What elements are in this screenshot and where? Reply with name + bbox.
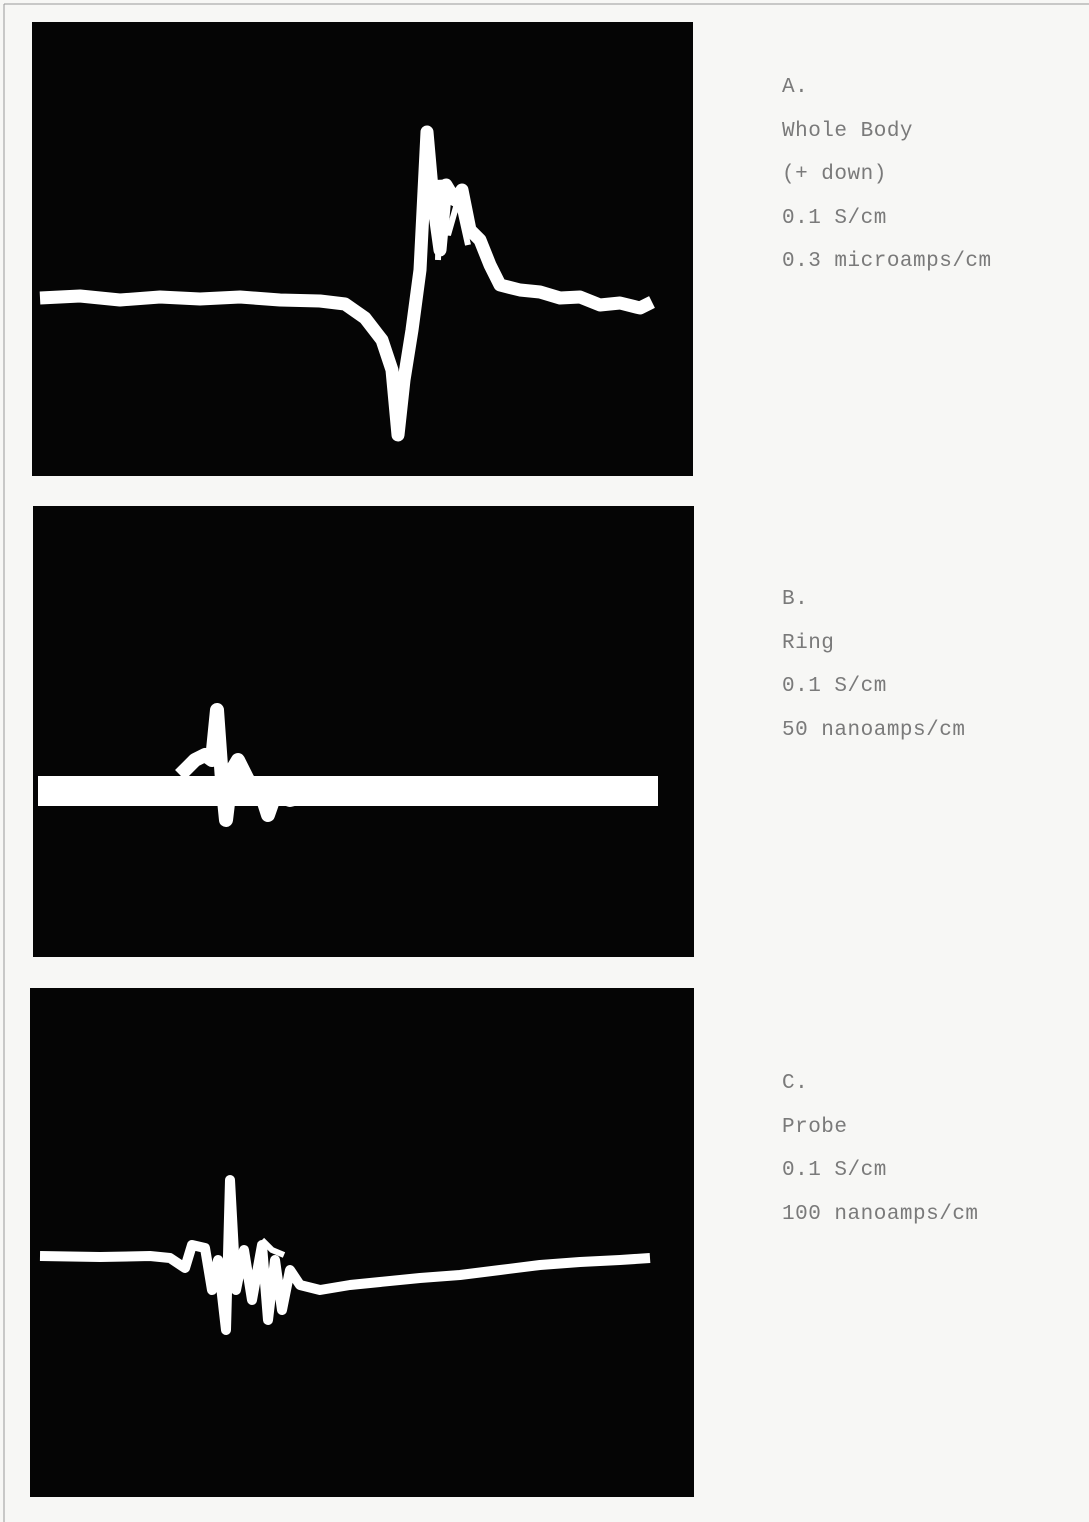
trace <box>39 1175 651 1335</box>
trace <box>39 125 655 442</box>
panel-caption: 100 nanoamps/cm <box>782 1202 979 1226</box>
panel-caption: 0.1 S/cm <box>782 1159 887 1182</box>
panel-label: A. <box>782 76 809 99</box>
panel-label: B. <box>782 588 809 611</box>
trace <box>38 776 658 806</box>
panel-caption: Probe <box>782 1115 848 1139</box>
trace <box>259 1237 286 1258</box>
panel-caption: 50 nanoamps/cm <box>782 718 966 742</box>
oscilloscope-photo <box>33 506 694 957</box>
trace <box>435 179 471 261</box>
oscilloscope-photo <box>32 22 693 476</box>
panel-caption: 0.3 microamps/cm <box>782 250 992 273</box>
panel-caption: Whole Body <box>782 119 914 143</box>
panel-caption: 0.1 S/cm <box>782 675 887 698</box>
panel-caption: (+ down) <box>782 163 887 186</box>
oscilloscope-photo <box>30 988 694 1497</box>
trace <box>175 703 341 827</box>
panel-caption: 0.1 S/cm <box>782 206 887 230</box>
panel-label: C. <box>782 1072 809 1095</box>
panel-caption: Ring <box>782 631 835 655</box>
